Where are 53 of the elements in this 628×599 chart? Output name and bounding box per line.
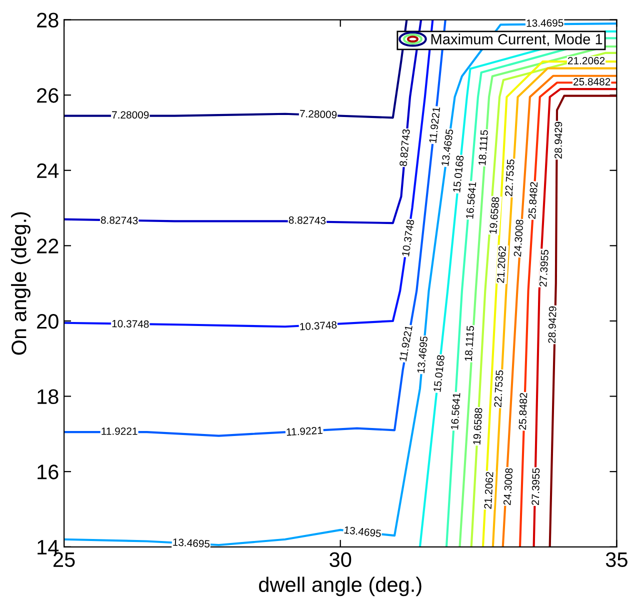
annotation: 24.3008 xyxy=(514,220,524,257)
legend-title: Maximum Current, Mode 1 xyxy=(431,34,602,46)
y-tick-label: 14 xyxy=(38,540,59,554)
y-tick-label: 26 xyxy=(37,88,58,103)
annotation: 19.6588 xyxy=(489,196,500,234)
annotation: 13.4695 xyxy=(526,19,564,27)
annotation: 22.7535 xyxy=(504,159,514,196)
annotation: 15.0168 xyxy=(452,155,464,192)
y-tick-label: 18 xyxy=(38,389,58,404)
y-tick-label: 24 xyxy=(37,163,59,178)
annotation: 16.5641 xyxy=(450,392,460,430)
annotation: 16.5641 xyxy=(466,182,476,219)
y-tick-label: 28 xyxy=(37,12,58,28)
annotation: 7.28009 xyxy=(112,111,149,119)
y-tick-label: 16 xyxy=(38,464,58,480)
annotation: 25.8482 xyxy=(518,392,528,430)
x-tick-label: 30 xyxy=(330,552,352,568)
annotation: 13.4695 xyxy=(417,336,428,374)
annotation: 8.82743 xyxy=(399,129,410,166)
annotation: 11.9221 xyxy=(399,325,413,362)
annotation: 10.3748 xyxy=(300,321,337,330)
annotation: 13.4695 xyxy=(441,128,454,166)
annotation: 8.82743 xyxy=(288,216,326,224)
y-tick-label: 20 xyxy=(37,314,58,329)
annotation: 21.2062 xyxy=(496,246,506,283)
annotation: 25.8482 xyxy=(574,78,610,86)
y-tick-label: 22 xyxy=(37,238,58,254)
annotation: 27.3955 xyxy=(532,468,540,505)
x-tick-label: 25 xyxy=(54,552,75,568)
annotation: 18.1115 xyxy=(478,130,488,166)
annotation: 19.6588 xyxy=(472,408,482,445)
annotation: 10.3748 xyxy=(402,219,414,256)
annotation: 11.9221 xyxy=(428,106,440,144)
annotation: 24.3008 xyxy=(503,468,513,506)
annotation: 7.28009 xyxy=(300,110,337,118)
annotation: 11.9221 xyxy=(286,426,323,436)
annotation: 21.2062 xyxy=(484,472,494,509)
annotation: 13.4695 xyxy=(173,538,210,548)
annotation: 22.7535 xyxy=(494,370,504,408)
y-axis-title: On angle (deg.) xyxy=(11,212,30,355)
annotation: 27.3955 xyxy=(539,250,549,287)
annotation: 11.9221 xyxy=(102,427,138,435)
annotation: 18.1115 xyxy=(464,326,474,361)
annotation: 28.9429 xyxy=(554,122,562,159)
annotation: 13.4695 xyxy=(344,526,382,538)
annotation: 8.82743 xyxy=(100,216,138,224)
x-axis-title: dwell angle (deg.) xyxy=(259,576,422,596)
x-tick-label: 35 xyxy=(606,552,628,568)
annotation: 21.2062 xyxy=(568,56,605,64)
annotation: 15.0168 xyxy=(433,354,445,392)
annotation: 10.3748 xyxy=(112,320,149,328)
annotation: 28.9429 xyxy=(548,306,556,344)
annotation: 25.8482 xyxy=(528,182,538,219)
